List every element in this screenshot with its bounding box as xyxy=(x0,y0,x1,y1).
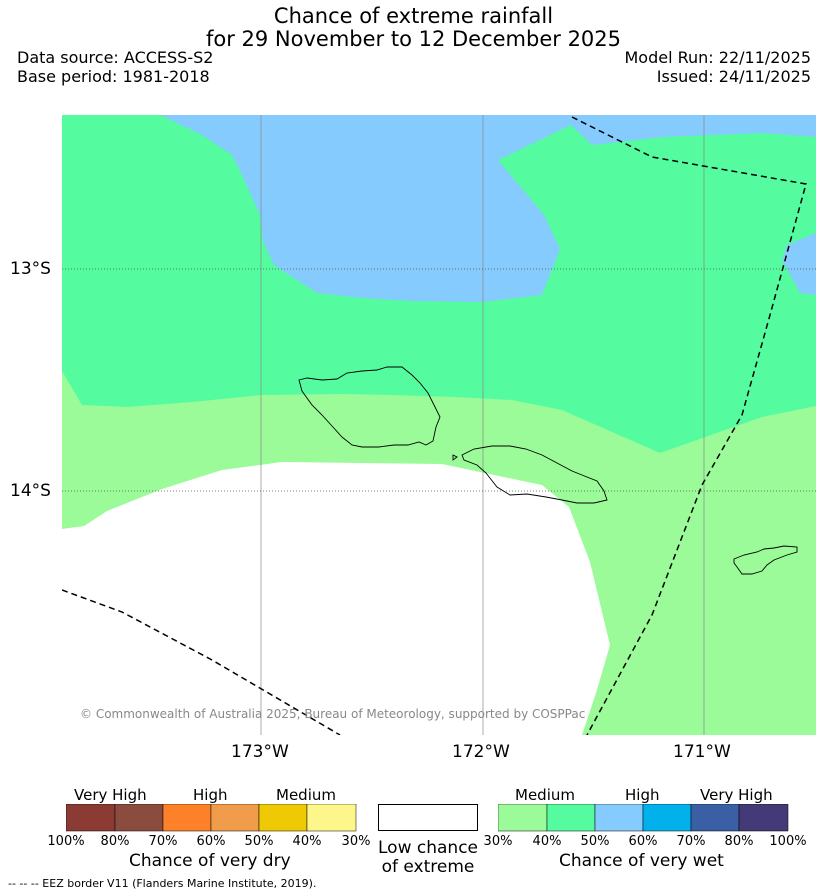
wet-category-high: High xyxy=(625,786,660,804)
dry-tick: 30% xyxy=(341,834,371,849)
wet-tick: 50% xyxy=(580,834,610,849)
lon-label-173w: 173°W xyxy=(231,742,289,762)
lon-label-172w: 172°W xyxy=(452,742,510,762)
low-chance-caption-2: of extreme xyxy=(381,857,475,877)
wet-tick: 30% xyxy=(483,834,513,849)
lat-label-14s: 14°S xyxy=(10,481,51,501)
map-title-line1: Chance of extreme rainfall xyxy=(273,4,554,28)
dry-swatch-80-70 xyxy=(114,804,164,832)
wet-category-medium: Medium xyxy=(515,786,575,804)
islands xyxy=(298,366,798,575)
higher-wet-region-east xyxy=(782,233,816,295)
low-chance-caption-1: Low chance xyxy=(378,838,478,858)
wet-tick: 80% xyxy=(724,834,754,849)
dry-tick: 40% xyxy=(292,834,322,849)
map-title-line2: for 29 November to 12 December 2025 xyxy=(205,27,622,51)
wet-category-very-high: Very High xyxy=(700,786,773,804)
data-source: Data source: ACCESS-S2 xyxy=(17,48,214,67)
issued-date: Issued: 24/11/2025 xyxy=(656,67,811,86)
dry-swatch-70-60 xyxy=(162,804,212,832)
higher-wet-region xyxy=(160,115,571,302)
base-period: Base period: 1981-2018 xyxy=(17,67,210,86)
wet-tick: 40% xyxy=(532,834,562,849)
wet-tick: 100% xyxy=(769,834,807,849)
wet-swatch-80-100 xyxy=(738,804,789,832)
tutuila-island xyxy=(733,545,798,575)
wet-swatch-70-80 xyxy=(690,804,740,832)
dry-colorbar xyxy=(66,804,357,832)
dry-tick: 50% xyxy=(244,834,274,849)
wet-caption: Chance of very wet xyxy=(559,851,724,871)
dry-category-high: High xyxy=(193,786,228,804)
wet-colorbar xyxy=(498,804,789,832)
wet-swatch-40-50 xyxy=(546,804,596,832)
upolu-island xyxy=(461,445,608,504)
eez-border-note: -- -- -- EEZ border V11 (Flanders Marine… xyxy=(8,877,317,890)
savaii-island xyxy=(298,366,441,448)
dry-tick: 70% xyxy=(148,834,178,849)
low-chance-swatch xyxy=(378,804,478,831)
manono-island xyxy=(452,454,458,461)
dry-swatch-50-40 xyxy=(258,804,308,832)
dry-category-medium: Medium xyxy=(276,786,336,804)
lon-label-171w: 171°W xyxy=(673,742,731,762)
low-chance-region xyxy=(62,462,610,735)
dry-category-very-high: Very High xyxy=(74,786,147,804)
higher-wet-region-north xyxy=(571,115,816,145)
dry-tick: 100% xyxy=(47,834,85,849)
graticule xyxy=(260,115,705,735)
wet-tick: 70% xyxy=(676,834,706,849)
wet-swatch-50-60 xyxy=(594,804,644,832)
lat-label-13s: 13°S xyxy=(10,259,51,279)
dry-tick: 60% xyxy=(196,834,226,849)
rainfall-map: © Commonwealth of Australia 2025, Bureau… xyxy=(62,115,816,735)
dry-caption: Chance of very dry xyxy=(129,851,291,871)
dry-swatch-60-50 xyxy=(210,804,260,832)
dry-swatch-100-80 xyxy=(66,804,116,832)
dry-tick: 80% xyxy=(100,834,130,849)
model-run: Model Run: 22/11/2025 xyxy=(624,48,812,67)
wet-swatch-60-70 xyxy=(642,804,692,832)
wet-tick: 60% xyxy=(628,834,658,849)
copyright-text: © Commonwealth of Australia 2025, Bureau… xyxy=(80,707,585,721)
wet-swatch-30-40 xyxy=(498,804,548,832)
eez-border xyxy=(62,116,807,735)
dry-swatch-40-30 xyxy=(306,804,357,832)
